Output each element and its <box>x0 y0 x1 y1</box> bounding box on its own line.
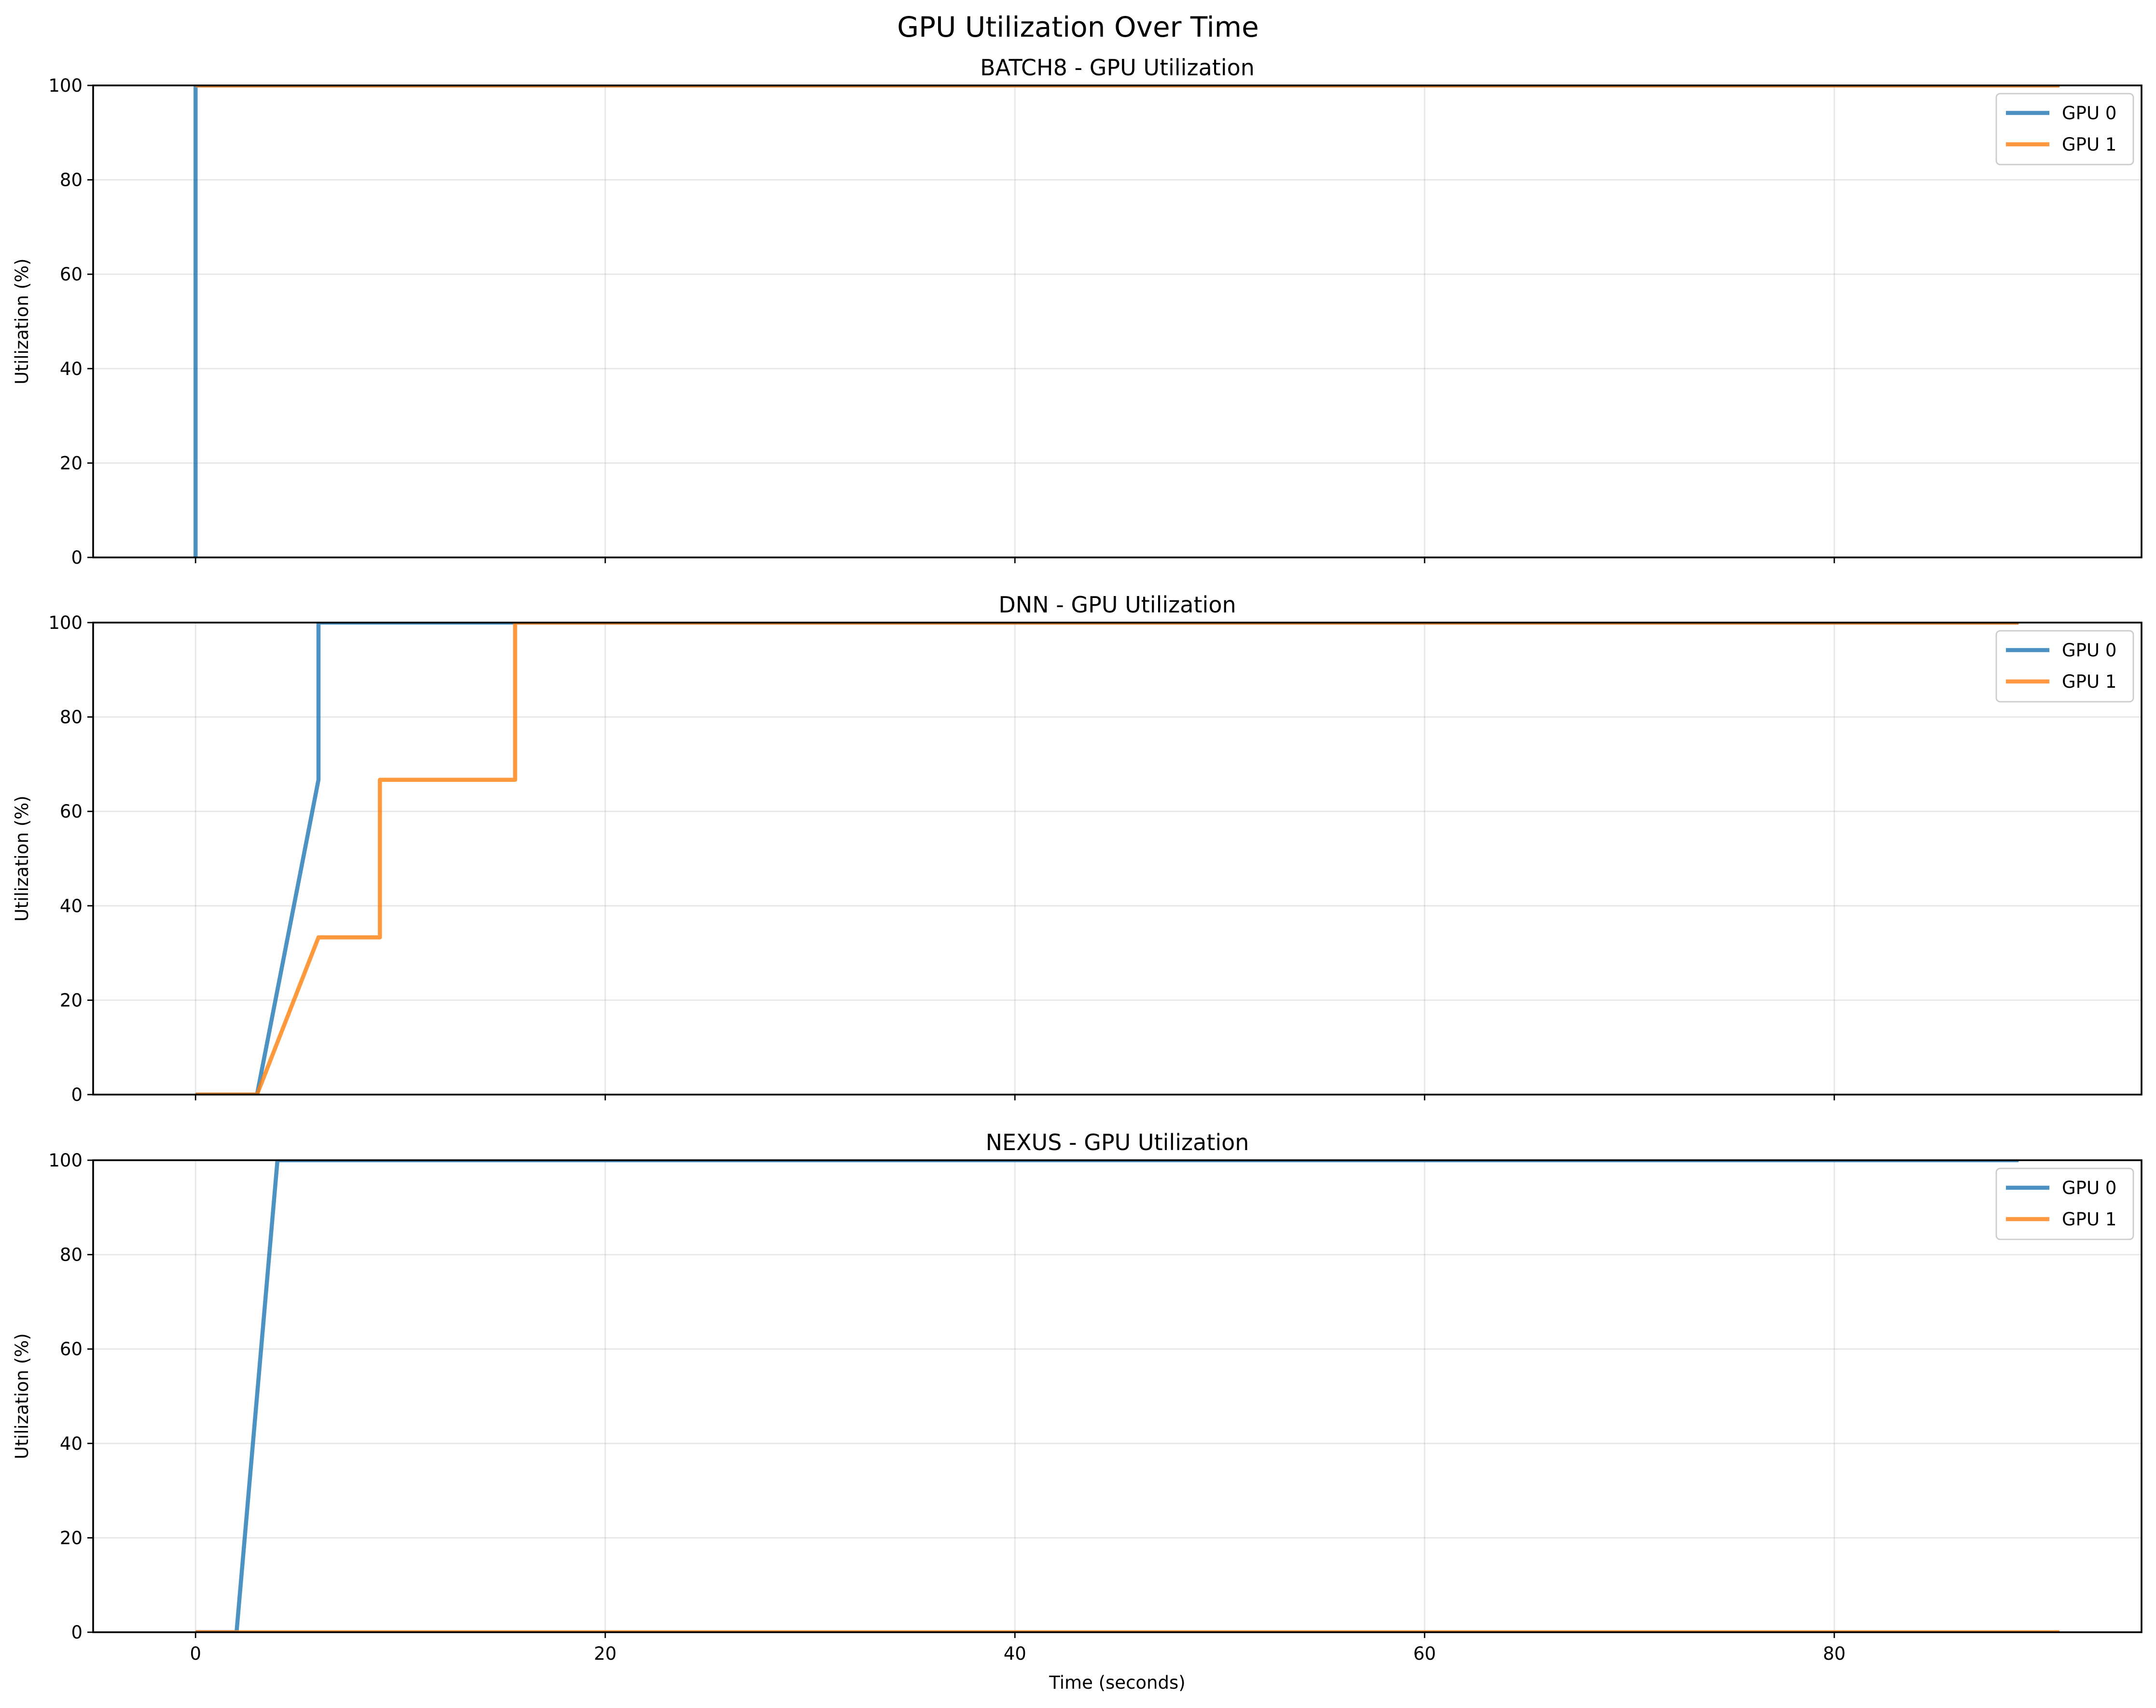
y-tick-label: 0 <box>71 547 83 568</box>
x-axis-label: Time (seconds) <box>1049 1672 1185 1693</box>
axes-frame <box>92 84 2142 558</box>
x-tick-label: 40 <box>1004 1643 1026 1664</box>
x-tick-label: 80 <box>1823 1643 1846 1664</box>
series-line-gpu-0 <box>195 623 2019 1095</box>
x-tick-label: 60 <box>1413 1643 1436 1664</box>
y-tick-label: 80 <box>60 170 83 191</box>
axes-frame <box>92 622 2142 1096</box>
y-axis-label: Utilization (%) <box>12 1333 32 1459</box>
y-tick-label: 60 <box>60 1339 83 1360</box>
legend: GPU 0 GPU 1 <box>1995 630 2134 703</box>
legend-label: GPU 0 <box>2062 640 2116 661</box>
legend-label: GPU 0 <box>2062 103 2116 124</box>
legend: GPU 0 GPU 1 <box>1995 1167 2134 1240</box>
y-tick-label: 0 <box>71 1622 83 1643</box>
x-tick-label: 20 <box>594 1643 617 1664</box>
series-line-gpu-0 <box>195 1160 2019 1632</box>
subplot-title: DNN - GPU Utilization <box>998 592 1236 618</box>
y-tick-label: 100 <box>48 1150 83 1171</box>
subplot-3: 0 20 40 60 80 100 0 20 40 60 80 NEXUS - GPU Utiliza… <box>12 1129 2142 1693</box>
y-tick-label: 100 <box>48 75 83 96</box>
subplot-1: 0 20 40 60 80 100 BATCH8 - GPU Utilization Util… <box>12 55 2142 568</box>
y-tick-label: 60 <box>60 801 83 822</box>
figure-suptitle: GPU Utilization Over Time <box>897 11 1259 43</box>
subplot-title: NEXUS - GPU Utilization <box>986 1129 1249 1155</box>
y-tick-label: 20 <box>60 1527 83 1548</box>
y-tick-label: 40 <box>60 1433 83 1454</box>
y-tick-label: 40 <box>60 359 83 379</box>
series-line-gpu-0 <box>193 85 2060 557</box>
legend-label: GPU 1 <box>2062 134 2116 155</box>
y-tick-label: 60 <box>60 264 83 285</box>
subplot-2: 0 20 40 60 80 100 DNN - GPU Utilization Utiliza… <box>12 592 2142 1105</box>
y-tick-label: 80 <box>60 707 83 728</box>
legend-label: GPU 1 <box>2062 671 2116 692</box>
legend-label: GPU 1 <box>2062 1209 2116 1230</box>
legend: GPU 0 GPU 1 <box>1995 93 2134 166</box>
y-tick-label: 80 <box>60 1245 83 1265</box>
subplot-panels: 0 20 40 60 80 100 BATCH8 - GPU Utilization Util… <box>12 55 2142 1693</box>
subplot-title: BATCH8 - GPU Utilization <box>980 55 1255 81</box>
y-tick-label: 100 <box>48 612 83 633</box>
x-tick-label: 0 <box>190 1643 201 1664</box>
series-line-gpu-1 <box>195 623 2019 1095</box>
y-tick-label: 40 <box>60 896 83 916</box>
legend-label: GPU 0 <box>2062 1178 2116 1198</box>
y-axis-label: Utilization (%) <box>12 795 32 921</box>
y-tick-label: 0 <box>71 1084 83 1105</box>
y-tick-label: 20 <box>60 990 83 1011</box>
y-tick-label: 20 <box>60 453 83 473</box>
y-axis-label: Utilization (%) <box>12 258 32 384</box>
axes-frame <box>92 1159 2142 1633</box>
